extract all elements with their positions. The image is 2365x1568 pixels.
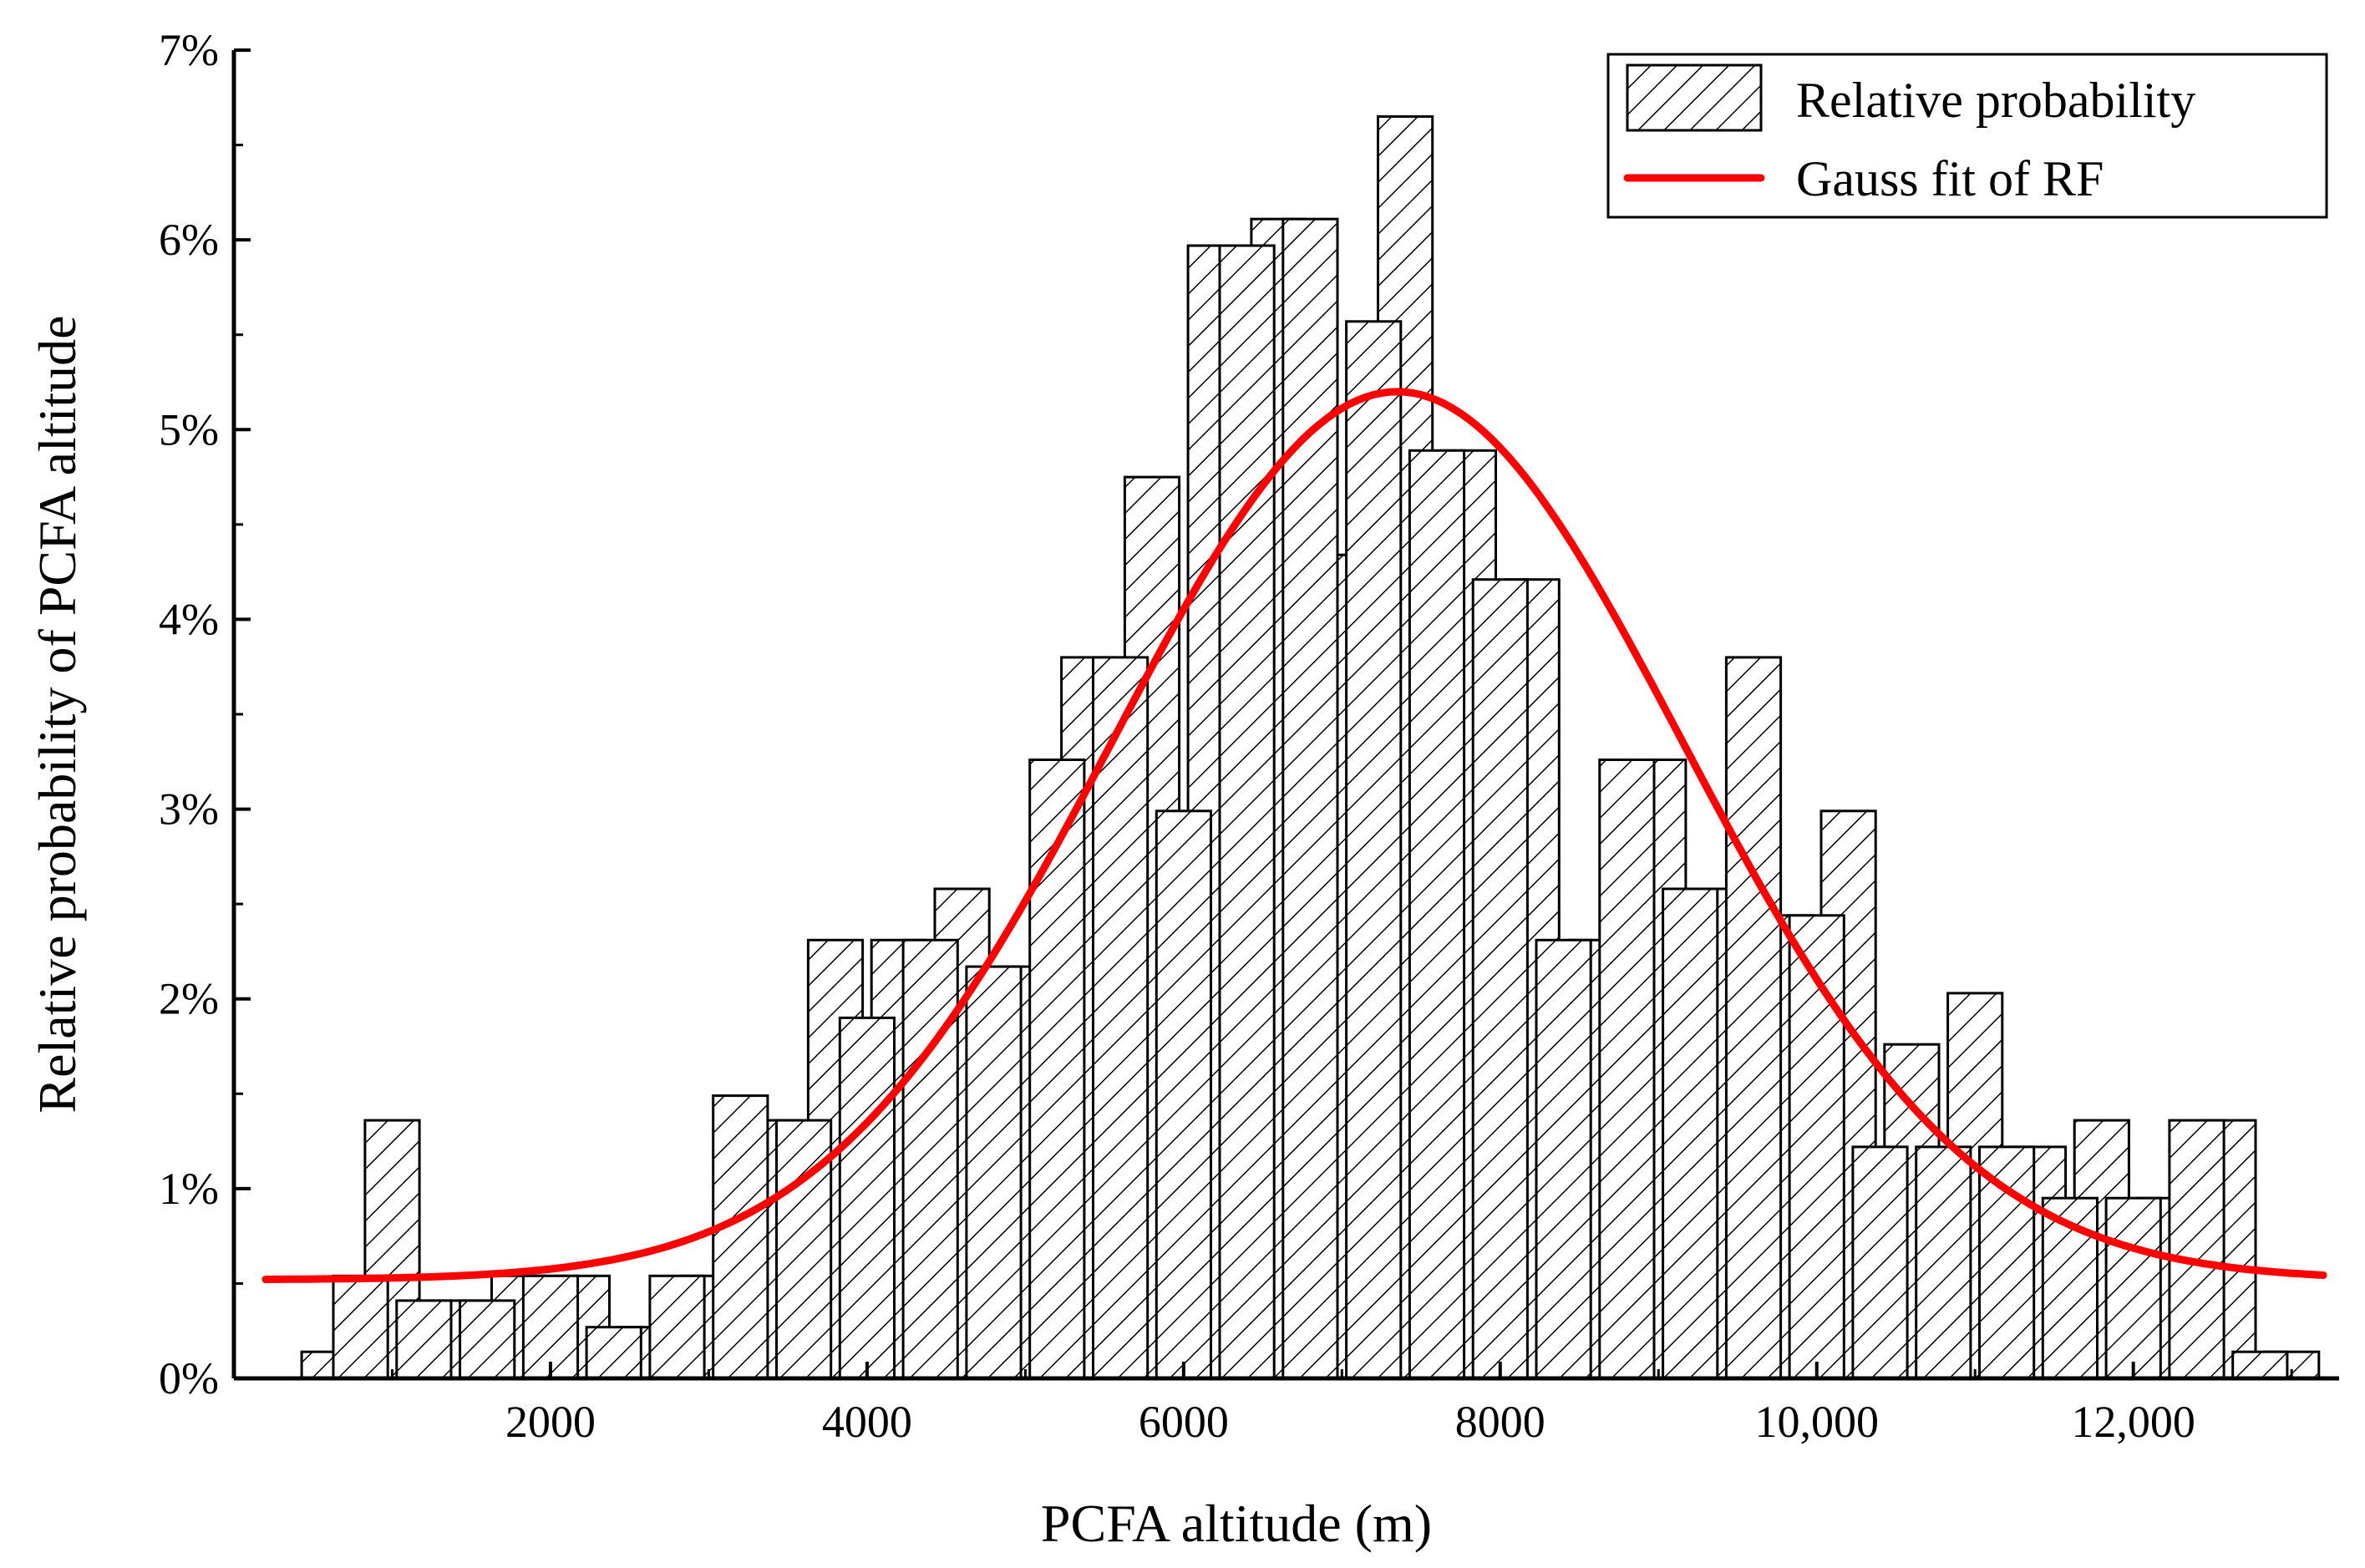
bar xyxy=(1345,320,1403,1380)
bar xyxy=(1218,244,1276,1380)
x-axis-title: PCFA altitude (m) xyxy=(1041,1494,1432,1553)
y-axis-title: Relative probability of PCFA altitude xyxy=(28,315,87,1113)
bar xyxy=(1471,578,1529,1380)
bar xyxy=(1155,809,1213,1380)
x-tick-label: 10,000 xyxy=(1754,1397,1879,1447)
x-tick-label: 4000 xyxy=(822,1397,912,1447)
bar xyxy=(1724,656,1783,1380)
bar xyxy=(521,1274,580,1380)
bar xyxy=(648,1274,706,1380)
bar xyxy=(1028,759,1086,1380)
y-tick-label: 0% xyxy=(159,1353,219,1403)
legend-label-bar: Relative probability xyxy=(1796,73,2195,128)
y-ticks: 0% 1% 2% 3% 4% 5% 6% 7% xyxy=(159,25,251,1403)
bar-group xyxy=(300,115,2321,1380)
bar xyxy=(585,1326,642,1380)
bar xyxy=(1915,1145,1972,1380)
x-tick-label: 6000 xyxy=(1139,1397,1229,1447)
y-tick-label: 1% xyxy=(159,1164,219,1214)
bar xyxy=(712,1094,769,1380)
bar xyxy=(1281,217,1339,1380)
bar xyxy=(1535,938,1592,1380)
bar xyxy=(395,1299,453,1380)
bar xyxy=(2104,1196,2162,1380)
y-tick-label: 4% xyxy=(159,594,219,644)
y-tick-label: 5% xyxy=(159,404,219,454)
x-tick-label: 8000 xyxy=(1455,1397,1545,1447)
legend: Relative probability Gauss fit of RF xyxy=(1606,53,2328,219)
y-tick-label: 7% xyxy=(159,25,219,75)
x-tick-label: 2000 xyxy=(505,1397,596,1447)
bar xyxy=(1978,1145,2036,1380)
bar xyxy=(332,1274,389,1380)
bar xyxy=(901,938,959,1380)
x-ticks: 2000 4000 6000 8000 10,000 12,000 xyxy=(390,1362,2293,1447)
bar xyxy=(1788,914,1845,1380)
bar xyxy=(838,1016,896,1380)
x-tick-label: 12,000 xyxy=(2071,1397,2195,1447)
bar xyxy=(2041,1196,2099,1380)
y-tick-label: 2% xyxy=(159,974,219,1024)
bar xyxy=(1598,759,1656,1380)
bar xyxy=(1851,1145,1909,1380)
y-tick-label: 3% xyxy=(159,784,219,835)
bar xyxy=(459,1299,516,1380)
gauss-fit-line xyxy=(261,388,2327,1283)
legend-label-line: Gauss fit of RF xyxy=(1796,151,2104,206)
y-tick-label: 6% xyxy=(159,215,219,265)
bar xyxy=(1408,449,1466,1380)
bar xyxy=(2231,1350,2289,1380)
bar xyxy=(1662,887,1719,1380)
bar xyxy=(2168,1119,2225,1380)
bar xyxy=(965,965,1023,1380)
legend-swatch-bar xyxy=(1626,63,1763,132)
